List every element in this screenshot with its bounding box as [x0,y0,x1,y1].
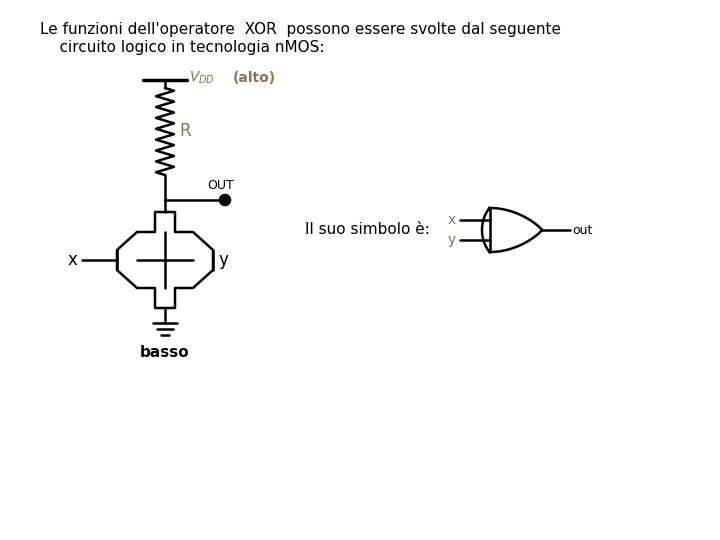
Text: Le funzioni dell'operatore  XOR  possono essere svolte dal seguente: Le funzioni dell'operatore XOR possono e… [40,22,561,37]
Text: (alto): (alto) [233,71,276,85]
Text: circuito logico in tecnologia nMOS:: circuito logico in tecnologia nMOS: [40,40,325,55]
Text: x: x [448,213,456,227]
Text: y: y [448,233,456,247]
Text: out: out [572,224,593,237]
Text: basso: basso [140,345,190,360]
Text: Il suo simbolo è:: Il suo simbolo è: [305,222,430,238]
Text: y: y [218,251,228,269]
Text: x: x [67,251,77,269]
Text: OUT: OUT [207,179,234,192]
Text: R: R [179,123,191,140]
Text: $V_{DD}$: $V_{DD}$ [189,70,215,86]
Circle shape [220,195,230,205]
